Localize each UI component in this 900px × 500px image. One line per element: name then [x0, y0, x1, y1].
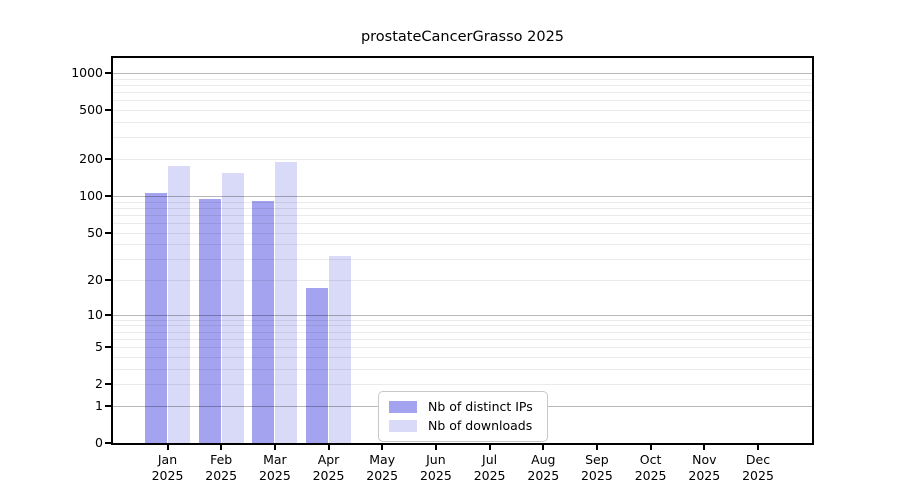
x-tick-mark — [649, 445, 652, 450]
legend-swatch-distinct-ips — [389, 400, 417, 413]
x-tick-mark — [542, 445, 545, 450]
gridline-minor — [113, 368, 812, 370]
gridline-minor — [113, 347, 812, 349]
gridline-minor — [113, 356, 812, 358]
gridline-major — [113, 73, 812, 74]
gridline-minor — [113, 232, 812, 234]
gridline-minor — [113, 159, 812, 160]
bar-downloads — [221, 172, 244, 443]
gridline-minor — [113, 122, 812, 123]
x-tick-mark — [166, 445, 169, 450]
gridline-minor — [113, 325, 812, 327]
x-tick-mark — [595, 445, 598, 450]
legend-label-downloads: Nb of downloads — [428, 418, 533, 433]
x-tick-label: Dec 2025 — [742, 452, 774, 483]
x-tick-label: Jul 2025 — [473, 452, 506, 483]
chart-title: prostateCancerGrasso 2025 — [360, 29, 565, 45]
y-tick-label: 10 — [87, 306, 103, 322]
y-tick-label: 1 — [95, 397, 103, 413]
bar-distinct-ips — [145, 193, 167, 443]
x-tick-label: Jan 2025 — [151, 452, 184, 483]
x-tick-label: Jun 2025 — [419, 452, 452, 483]
legend-item-distinct-ips: Nb of distinct IPs — [387, 397, 539, 416]
gridline-minor — [113, 319, 812, 321]
bar-distinct-ips — [306, 288, 329, 443]
y-tick-label: 200 — [79, 151, 103, 166]
gridline-minor — [113, 92, 812, 94]
legend: Nb of distinct IPs Nb of downloads — [378, 391, 548, 442]
x-tick-label: May 2025 — [366, 452, 399, 483]
y-tick-mark — [105, 194, 111, 197]
bar-downloads — [329, 255, 352, 443]
gridline-minor — [113, 110, 812, 112]
y-tick-mark — [105, 313, 111, 316]
x-tick-label: Feb 2025 — [205, 452, 238, 483]
x-tick-label: Aug 2025 — [527, 452, 560, 483]
x-tick-mark — [488, 445, 491, 450]
y-tick-mark — [105, 404, 111, 407]
y-tick-label: 2 — [95, 376, 103, 392]
y-tick-mark — [105, 279, 111, 281]
gridline-minor — [113, 137, 812, 139]
bar-downloads — [275, 162, 298, 443]
gridline-minor — [113, 259, 812, 261]
y-tick-mark — [105, 231, 111, 234]
x-tick-mark — [757, 445, 759, 450]
y-tick-mark — [105, 72, 111, 74]
legend-item-downloads: Nb of downloads — [387, 416, 539, 435]
legend-swatch-downloads — [389, 419, 417, 432]
y-tick-label: 1000 — [71, 65, 103, 80]
gridline-minor — [113, 214, 812, 216]
y-tick-label: 5 — [95, 339, 103, 355]
x-tick-label: Mar 2025 — [258, 452, 291, 483]
y-tick-mark — [105, 158, 111, 160]
gridline-minor — [113, 85, 812, 86]
gridline-minor — [113, 338, 812, 340]
gridline-minor — [113, 280, 812, 281]
x-tick-mark — [381, 445, 384, 450]
x-tick-mark — [703, 445, 706, 450]
y-tick-mark — [105, 346, 111, 349]
y-tick-label: 20 — [87, 272, 103, 287]
x-tick-label: Nov 2025 — [688, 452, 721, 483]
plot-area — [111, 56, 814, 445]
gridline-minor — [113, 384, 812, 386]
x-tick-label: Oct 2025 — [634, 452, 667, 483]
gridline-minor — [113, 100, 812, 102]
gridline-minor — [113, 222, 812, 224]
bar-distinct-ips — [252, 200, 275, 443]
y-tick-mark — [105, 109, 111, 112]
x-tick-mark — [327, 445, 330, 450]
x-tick-label: Apr 2025 — [312, 452, 345, 483]
legend-label-distinct-ips: Nb of distinct IPs — [428, 399, 533, 414]
gridline-minor — [113, 201, 812, 203]
gridline-minor — [113, 78, 812, 80]
y-tick-label: 50 — [87, 224, 103, 240]
x-tick-mark — [220, 445, 223, 450]
gridline-minor — [113, 207, 812, 209]
bar-distinct-ips — [198, 198, 221, 443]
gridline-minor — [113, 331, 812, 333]
gridline-major — [113, 314, 812, 316]
y-tick-label: 0 — [95, 435, 103, 450]
y-tick-label: 100 — [79, 187, 103, 203]
y-tick-mark — [105, 442, 111, 444]
x-tick-mark — [434, 445, 437, 450]
bar-downloads — [168, 166, 190, 443]
x-tick-label: Sep 2025 — [580, 452, 613, 483]
gridline-minor — [113, 244, 812, 246]
gridline-major — [113, 195, 812, 197]
y-tick-label: 500 — [79, 102, 103, 118]
x-tick-mark — [273, 445, 276, 450]
y-tick-mark — [105, 383, 111, 386]
